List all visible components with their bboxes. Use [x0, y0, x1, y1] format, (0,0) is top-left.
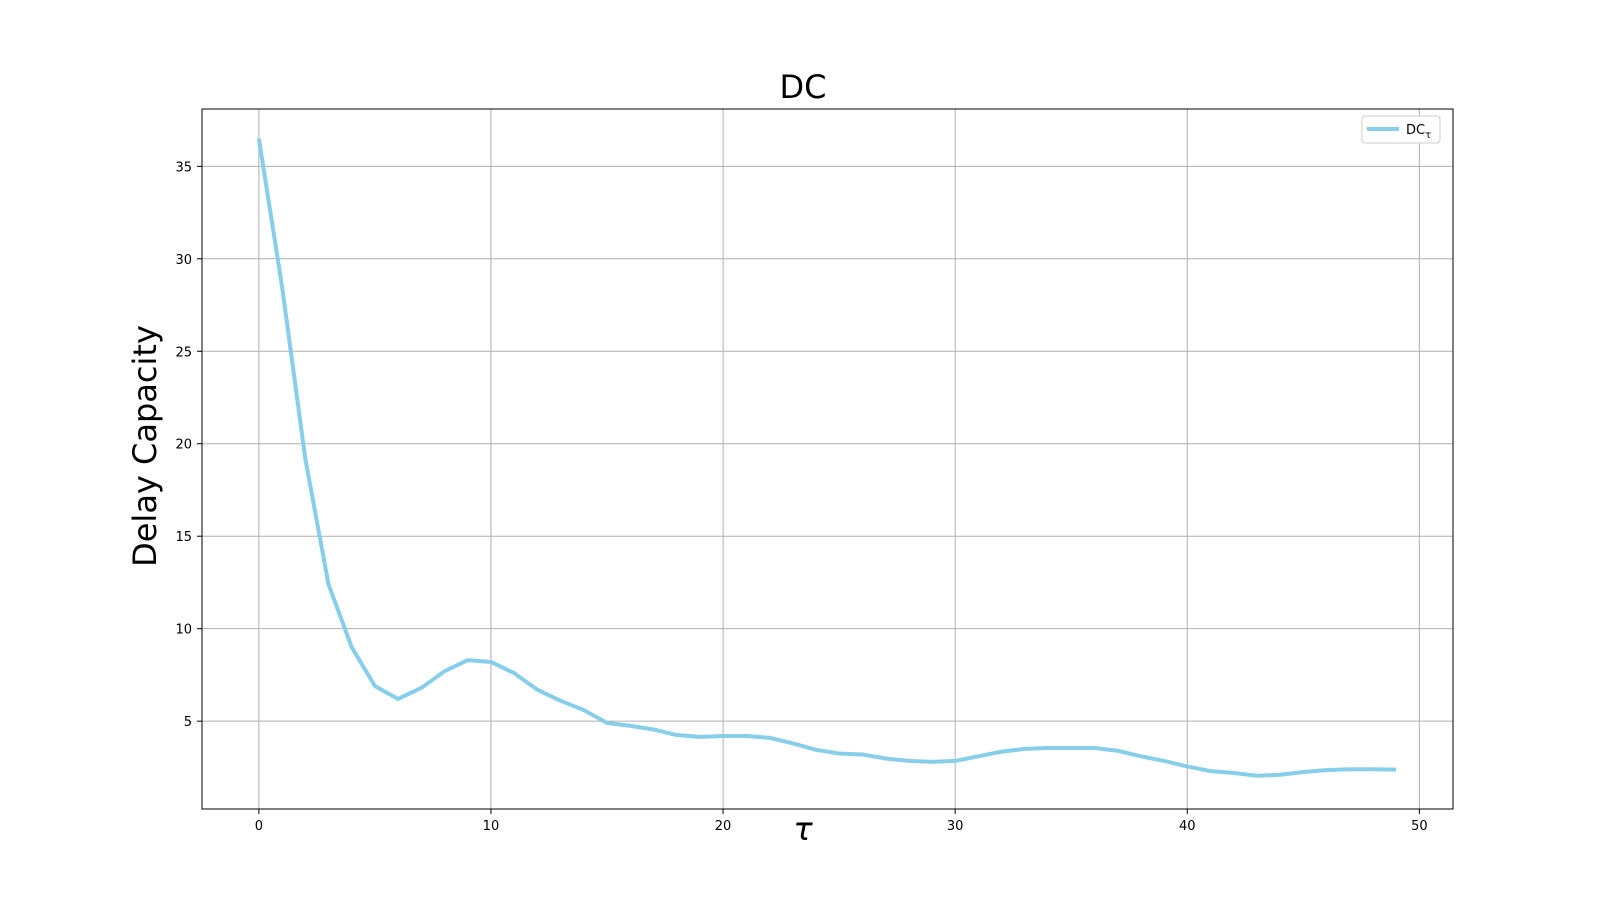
y-tick-label: 10 [175, 623, 192, 638]
y-tick-label: 15 [175, 530, 192, 545]
x-tick-label: 0 [255, 819, 263, 834]
series-line-dc [256, 138, 1397, 778]
y-tick-label: 20 [175, 438, 192, 453]
legend-label-subscript: τ [1425, 130, 1431, 141]
x-tick-label: 30 [947, 819, 964, 834]
legend-box [1361, 115, 1441, 144]
y-axis-label: Delay Capacity [126, 325, 164, 567]
series-layer [256, 138, 1397, 778]
y-tick-label: 35 [175, 160, 192, 175]
x-tick-label: 40 [1179, 819, 1196, 834]
plot-frame [201, 108, 1454, 810]
grid [202, 109, 1453, 809]
y-tick-label: 25 [175, 345, 192, 360]
x-tick-label: 10 [483, 819, 500, 834]
legend: DCτ [1361, 115, 1441, 144]
y-tick-label: 30 [175, 253, 192, 268]
x-tick-label: 20 [715, 819, 732, 834]
legend-label: DCτ [1406, 123, 1431, 141]
legend-label-name: DC [1406, 123, 1425, 138]
x-tick-label: 50 [1411, 819, 1428, 834]
ticks: 0 10 20 30 40 50 5 10 15 20 25 30 35 [175, 160, 1427, 834]
y-tick-label: 5 [184, 715, 192, 730]
chart-title: DC [780, 68, 827, 106]
x-axis-label: τ [793, 810, 813, 848]
